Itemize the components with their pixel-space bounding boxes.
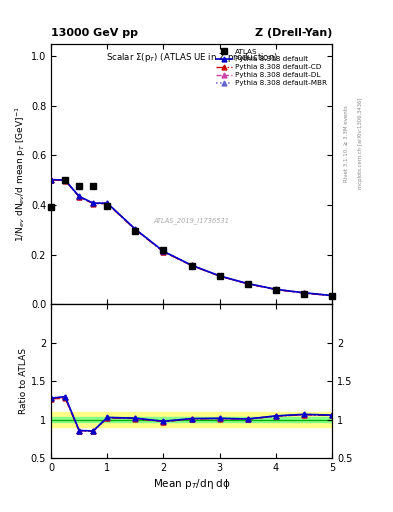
Pythia 8.308 default-MBR <box>49 177 53 183</box>
Pythia 8.308 default-MBR <box>189 262 194 268</box>
Pythia 8.308 default <box>133 226 138 232</box>
Pythia 8.308 default-MBR <box>274 286 278 292</box>
Pythia 8.308 default-MBR <box>91 200 95 206</box>
Pythia 8.308 default-MBR <box>302 290 307 296</box>
Pythia 8.308 default-CD <box>217 273 222 279</box>
Pythia 8.308 default-CD <box>302 290 307 296</box>
Pythia 8.308 default <box>105 200 110 206</box>
Text: mcplots.cern.ch [arXiv:1306.3436]: mcplots.cern.ch [arXiv:1306.3436] <box>358 98 363 189</box>
Pythia 8.308 default-DL <box>77 194 82 200</box>
ATLAS <box>77 183 82 189</box>
ATLAS <box>105 203 110 209</box>
Pythia 8.308 default-CD <box>49 177 53 183</box>
ATLAS <box>133 228 138 234</box>
Pythia 8.308 default-DL <box>105 200 110 206</box>
Bar <box>51 412 332 428</box>
Legend: ATLAS, Pythia 8.308 default, Pythia 8.308 default-CD, Pythia 8.308 default-DL, P: ATLAS, Pythia 8.308 default, Pythia 8.30… <box>215 47 329 88</box>
Pythia 8.308 default <box>274 286 278 292</box>
ATLAS <box>161 247 166 253</box>
Pythia 8.308 default-CD <box>189 262 194 268</box>
Bar <box>51 417 332 422</box>
Y-axis label: 1/N$_{ev}$ dN$_{ev}$/d mean p$_T$ [GeV]$^{-1}$: 1/N$_{ev}$ dN$_{ev}$/d mean p$_T$ [GeV]$… <box>14 106 28 242</box>
Pythia 8.308 default-MBR <box>217 273 222 279</box>
Pythia 8.308 default <box>161 248 166 254</box>
Pythia 8.308 default <box>330 292 334 298</box>
Pythia 8.308 default-CD <box>77 194 82 200</box>
Pythia 8.308 default-DL <box>91 200 95 206</box>
Pythia 8.308 default-DL <box>161 248 166 254</box>
Pythia 8.308 default-CD <box>133 227 138 233</box>
Text: Z (Drell-Yan): Z (Drell-Yan) <box>255 28 332 38</box>
Pythia 8.308 default-DL <box>245 281 250 287</box>
Pythia 8.308 default-CD <box>245 281 250 287</box>
Line: ATLAS: ATLAS <box>48 177 335 299</box>
Pythia 8.308 default-CD <box>105 201 110 207</box>
ATLAS <box>91 183 95 189</box>
Pythia 8.308 default-DL <box>49 177 53 183</box>
Pythia 8.308 default <box>217 273 222 279</box>
ATLAS <box>274 287 278 293</box>
Pythia 8.308 default-MBR <box>245 281 250 287</box>
Pythia 8.308 default <box>245 281 250 287</box>
Text: 13000 GeV pp: 13000 GeV pp <box>51 28 138 38</box>
Pythia 8.308 default <box>77 194 82 200</box>
Pythia 8.308 default-DL <box>330 293 334 299</box>
Line: Pythia 8.308 default-MBR: Pythia 8.308 default-MBR <box>49 177 334 298</box>
Text: Scalar Σ(p$_T$) (ATLAS UE in Z production): Scalar Σ(p$_T$) (ATLAS UE in Z productio… <box>105 51 278 65</box>
ATLAS <box>217 273 222 280</box>
Pythia 8.308 default-MBR <box>133 226 138 232</box>
ATLAS <box>245 281 250 287</box>
Text: Rivet 3.1.10, ≥ 3.3M events: Rivet 3.1.10, ≥ 3.3M events <box>344 105 349 182</box>
Pythia 8.308 default <box>63 177 68 183</box>
Pythia 8.308 default-MBR <box>63 177 68 183</box>
Pythia 8.308 default <box>189 262 194 268</box>
Pythia 8.308 default-CD <box>330 293 334 299</box>
Pythia 8.308 default <box>302 290 307 296</box>
Pythia 8.308 default-CD <box>161 249 166 255</box>
Line: Pythia 8.308 default: Pythia 8.308 default <box>49 177 334 298</box>
ATLAS <box>49 204 53 210</box>
ATLAS <box>330 293 334 299</box>
Pythia 8.308 default <box>91 200 95 206</box>
Pythia 8.308 default-MBR <box>330 292 334 298</box>
Pythia 8.308 default-MBR <box>77 194 82 200</box>
Y-axis label: Ratio to ATLAS: Ratio to ATLAS <box>19 348 28 414</box>
ATLAS <box>189 263 194 269</box>
Pythia 8.308 default-MBR <box>161 248 166 254</box>
Pythia 8.308 default-DL <box>274 287 278 293</box>
Pythia 8.308 default-DL <box>302 290 307 296</box>
Line: Pythia 8.308 default-CD: Pythia 8.308 default-CD <box>49 178 334 298</box>
Pythia 8.308 default-CD <box>274 287 278 293</box>
Pythia 8.308 default-DL <box>63 177 68 183</box>
ATLAS <box>63 177 68 183</box>
Pythia 8.308 default-CD <box>63 178 68 184</box>
Pythia 8.308 default-DL <box>133 226 138 232</box>
Pythia 8.308 default-DL <box>217 273 222 279</box>
Pythia 8.308 default <box>49 177 53 183</box>
ATLAS <box>302 290 307 296</box>
Text: ATLAS_2019_I1736531: ATLAS_2019_I1736531 <box>154 218 230 224</box>
Pythia 8.308 default-MBR <box>105 200 110 206</box>
Pythia 8.308 default-CD <box>91 201 95 207</box>
Line: Pythia 8.308 default-DL: Pythia 8.308 default-DL <box>49 177 334 298</box>
Pythia 8.308 default-DL <box>189 262 194 268</box>
X-axis label: Mean p$_{T}$/dη dϕ: Mean p$_{T}$/dη dϕ <box>153 477 230 492</box>
